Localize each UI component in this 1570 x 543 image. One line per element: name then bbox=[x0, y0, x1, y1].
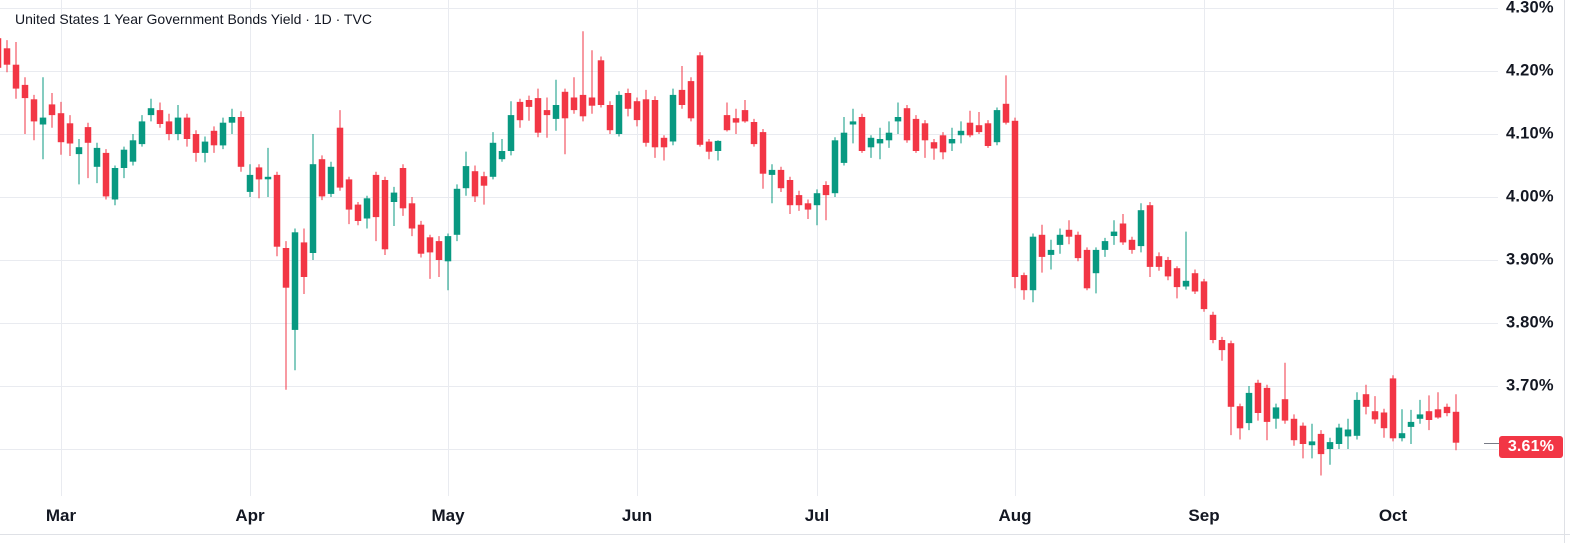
time-tick-label: May bbox=[431, 506, 465, 525]
price-tick-label: 3.80% bbox=[1506, 313, 1554, 332]
price-axis[interactable]: 4.30% 4.20% 4.10% 4.00% 3.90% 3.80% 3.70% bbox=[1498, 0, 1570, 497]
time-tick-label: Sep bbox=[1188, 506, 1220, 525]
time-tick-label: Aug bbox=[998, 506, 1032, 525]
price-tick-label: 4.00% bbox=[1506, 187, 1554, 206]
last-price-badge: 3.61% bbox=[1499, 436, 1563, 458]
price-tick-label: 4.30% bbox=[1506, 0, 1554, 17]
time-tick-label: Jul bbox=[804, 506, 830, 525]
time-tick-label: Mar bbox=[45, 506, 77, 525]
last-price-value: 3.61% bbox=[1507, 438, 1555, 455]
time-tick-label: Apr bbox=[235, 506, 265, 525]
time-tick-label: Jun bbox=[621, 506, 653, 525]
price-tick-label: 4.10% bbox=[1506, 124, 1554, 143]
price-tick-label: 4.20% bbox=[1506, 61, 1554, 80]
time-tick-label: Oct bbox=[1378, 506, 1408, 525]
symbol-title: United States 1 Year Government Bonds Yi… bbox=[15, 11, 372, 27]
candlestick-series bbox=[0, 31, 1460, 476]
price-tick-label: 3.90% bbox=[1506, 250, 1554, 269]
price-tick-label: 3.70% bbox=[1506, 376, 1554, 395]
time-axis[interactable]: Mar Apr May Jun Jul Aug Sep Oct bbox=[0, 497, 1570, 537]
